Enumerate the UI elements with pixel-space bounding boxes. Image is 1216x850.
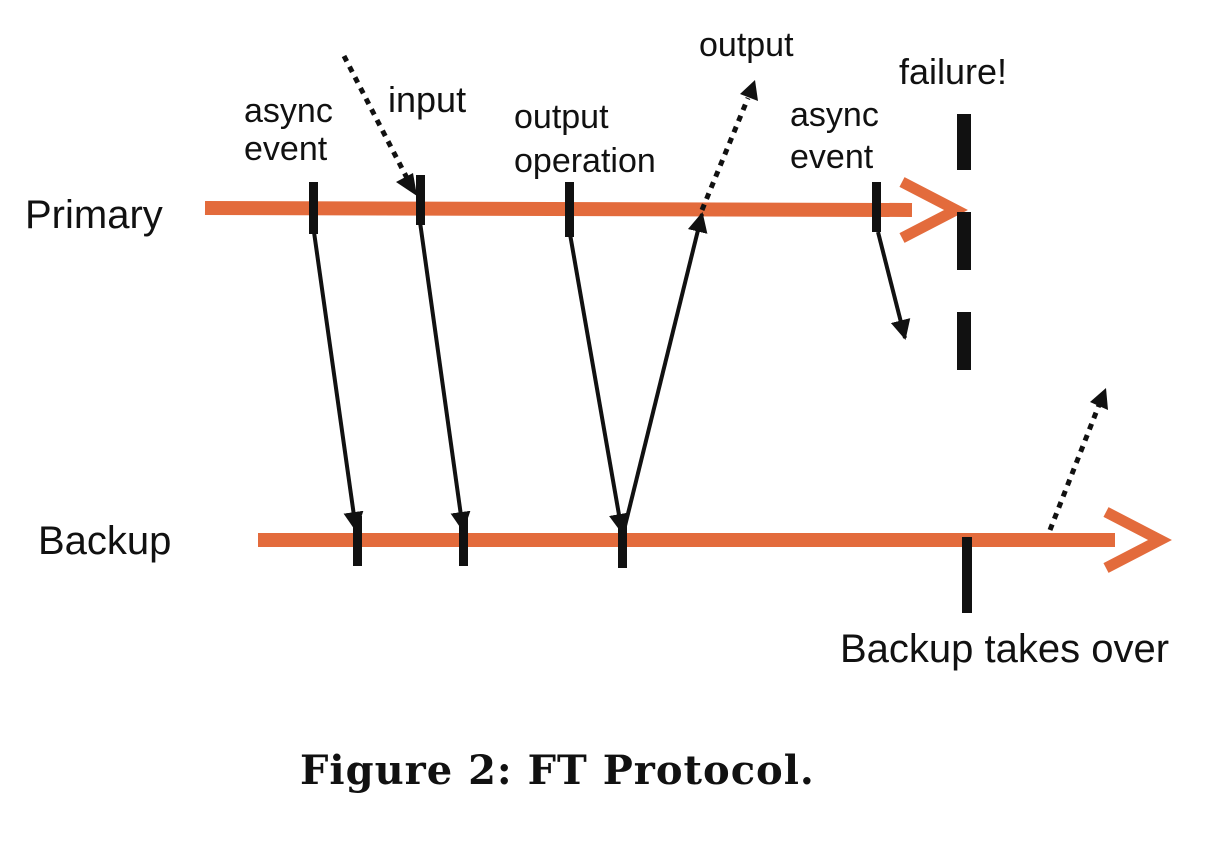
- output-label: output: [699, 26, 794, 64]
- async-event-label-2b: event: [790, 138, 874, 176]
- primary-timeline-arrowhead: [899, 177, 968, 243]
- backup-tick-input: [459, 516, 468, 566]
- log-arrows: [312, 212, 911, 539]
- input-arrowhead: [396, 173, 417, 196]
- primary-timeline-shaft: [204, 201, 913, 217]
- backup-output-arrow: [1047, 404, 1102, 531]
- backup-label: Backup: [38, 519, 171, 563]
- primary-tick-async-event: [309, 182, 318, 234]
- log-arrow-output-operation: [568, 233, 629, 534]
- output-operation-label-a: output: [514, 98, 609, 136]
- external-arrows: [341, 54, 1102, 531]
- failure-bar-segment-3: [957, 312, 971, 370]
- primary-tick-input: [416, 175, 425, 225]
- output-operation-label-b: operation: [514, 142, 656, 180]
- log-arrow-async-event: [312, 231, 364, 532]
- async-event-label-1b: event: [244, 130, 328, 168]
- log-arrow-input: [418, 221, 471, 532]
- backup-ticks: [353, 516, 972, 613]
- failure-bar-segment-2: [957, 212, 971, 270]
- output-arrowhead: [740, 80, 758, 101]
- primary-label: Primary: [25, 193, 163, 237]
- output-arrow: [699, 97, 751, 211]
- figure-caption: Figure 2: FT Protocol.: [300, 747, 815, 794]
- backup-timeline: [258, 507, 1172, 573]
- backup-timeline-arrowhead: [1103, 507, 1172, 573]
- input-label: input: [388, 79, 466, 120]
- failure-label: failure!: [899, 51, 1007, 92]
- failure-bar-segment-1: [957, 114, 971, 170]
- primary-timeline: [204, 177, 968, 243]
- ack-arrow-output: [620, 212, 708, 539]
- backup-output-arrowhead: [1090, 388, 1108, 410]
- async-event-label-1a: async: [244, 92, 333, 130]
- backup-tick-output-operation: [618, 516, 627, 568]
- primary-tick-output-operation: [565, 182, 574, 237]
- backup-tick-takeover: [962, 537, 972, 613]
- backup-takes-over-label: Backup takes over: [840, 627, 1169, 671]
- backup-tick-async-event: [353, 516, 362, 566]
- log-arrow-lost: [876, 231, 911, 340]
- primary-tick-async-event-2: [872, 182, 881, 232]
- failure-bar: [957, 114, 971, 370]
- external-arrowheads: [396, 80, 1108, 410]
- async-event-label-2a: async: [790, 96, 879, 134]
- primary-ticks: [309, 175, 881, 237]
